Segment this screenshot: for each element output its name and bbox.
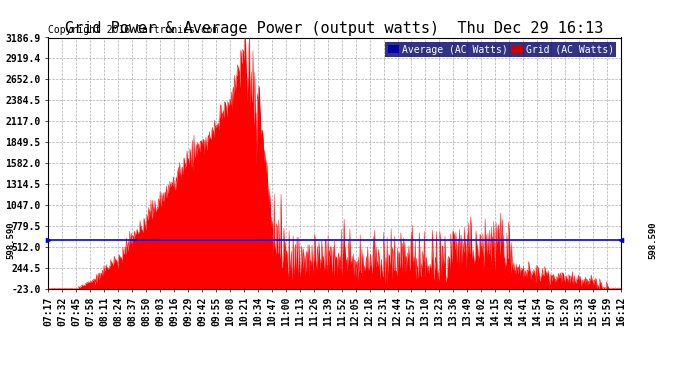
Text: 598.590: 598.590 (648, 221, 657, 259)
Text: 598.590: 598.590 (7, 221, 16, 259)
Text: Copyright 2016 Cartronics.com: Copyright 2016 Cartronics.com (48, 25, 219, 35)
Legend: Average (AC Watts), Grid (AC Watts): Average (AC Watts), Grid (AC Watts) (385, 42, 616, 57)
Title: Grid Power & Average Power (output watts)  Thu Dec 29 16:13: Grid Power & Average Power (output watts… (66, 21, 604, 36)
